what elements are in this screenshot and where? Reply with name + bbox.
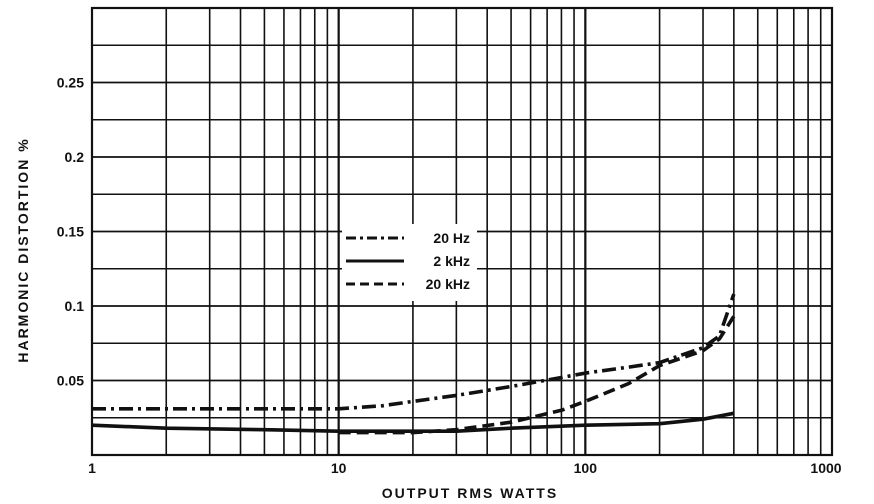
y-tick-label: 0.15	[57, 224, 84, 240]
x-axis-label: OUTPUT RMS WATTS	[382, 485, 558, 501]
tick-labels: 0.05 0.1 0.15 0.2 0.25 1 10 100 1000	[57, 75, 842, 477]
legend-label: 2 kHz	[433, 253, 470, 269]
y-tick-label: 0.1	[65, 298, 85, 314]
y-tick-label: 0.25	[57, 75, 84, 91]
y-axis-label: HARMONIC DISTORTION %	[15, 137, 31, 362]
y-tick-label: 0.05	[57, 373, 84, 389]
legend: 20 Hz 2 kHz 20 kHz	[346, 230, 470, 292]
x-tick-label: 10	[331, 460, 347, 476]
x-tick-label: 100	[574, 460, 598, 476]
y-tick-label: 0.2	[65, 149, 85, 165]
series-line-20-hz	[92, 293, 736, 411]
legend-label: 20 kHz	[426, 276, 470, 292]
x-tick-label: 1000	[810, 460, 841, 476]
series-lines	[91, 293, 736, 435]
series-line-20-khz	[338, 315, 736, 435]
x-tick-label: 1	[88, 460, 96, 476]
legend-label: 20 Hz	[433, 230, 470, 246]
